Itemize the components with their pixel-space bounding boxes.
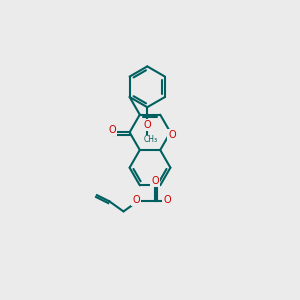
Text: O: O [143,119,151,130]
Text: O: O [163,195,171,205]
Text: O: O [132,195,140,205]
Text: O: O [168,130,176,140]
Text: CH₃: CH₃ [144,135,158,144]
Text: O: O [108,125,116,135]
Text: O: O [151,176,159,186]
